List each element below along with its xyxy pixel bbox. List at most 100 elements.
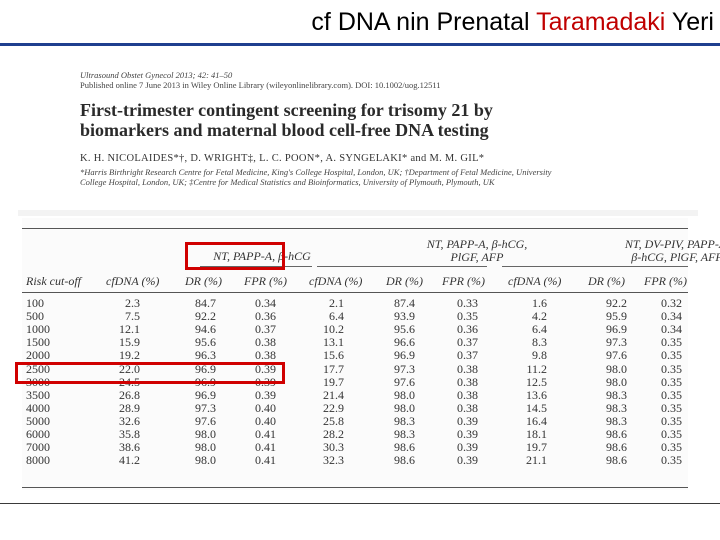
table-cell: 98.3 xyxy=(394,413,415,428)
table-cell: 0.41 xyxy=(255,427,276,441)
table-cell: 0.36 xyxy=(457,322,478,337)
table-cell: 18.1 xyxy=(526,427,547,441)
table-cell: 98.0 xyxy=(394,400,415,415)
table-cell: 97.6 xyxy=(394,374,415,389)
table-cell: 98.6 xyxy=(606,427,627,441)
table-cell: 0.39 xyxy=(255,361,276,376)
table-cell: 32.6 xyxy=(119,413,140,428)
group-1-underline xyxy=(200,266,312,267)
table-cell: 0.38 xyxy=(255,348,276,363)
highlight-box-header xyxy=(185,242,285,270)
image-crop-divider xyxy=(18,210,698,216)
table-cell: 15.6 xyxy=(323,348,344,363)
cell-risk-cutoff: 100 xyxy=(26,296,44,310)
table-top-rule xyxy=(22,228,688,229)
table-cell: 0.38 xyxy=(457,361,478,376)
slide-title-part2: Yeri xyxy=(665,8,714,36)
table-cell: 92.2 xyxy=(195,309,216,324)
table-row: 3500 26.8 96.9 0.39 21.4 98.0 0.38 13.6 98.3 0.35 xyxy=(22,389,688,401)
table-cell: 0.35 xyxy=(661,400,682,415)
table-row: 1000 12.1 94.6 0.37 10.2 95.6 0.36 6.4 96.9 0.34 xyxy=(22,323,688,335)
group-header-3: NT, DV-PIV, PAPP-A, β-hCG, PlGF, AFP xyxy=(612,238,720,264)
cell-risk-cutoff: 8000 xyxy=(26,453,50,468)
table-cell: 0.39 xyxy=(457,453,478,468)
table-cell: 87.4 xyxy=(394,296,415,310)
table-cell: 98.0 xyxy=(606,361,627,376)
header-cfdna-2: cfDNA (%) xyxy=(309,274,363,288)
table-cell: 0.38 xyxy=(457,374,478,389)
header-dr-2: DR (%) xyxy=(386,274,423,288)
table-cell: 94.6 xyxy=(195,322,216,337)
table-cell: 0.39 xyxy=(457,413,478,428)
table-cell: 0.36 xyxy=(255,309,276,324)
table-cell: 28.2 xyxy=(323,427,344,441)
table-cell: 97.3 xyxy=(195,400,216,415)
table-cell: 25.8 xyxy=(323,413,344,428)
table-cell: 0.33 xyxy=(457,296,478,310)
table-cell: 12.1 xyxy=(119,322,140,337)
table-cell: 7.5 xyxy=(125,309,140,324)
table-cell: 0.39 xyxy=(457,440,478,455)
cell-risk-cutoff: 500 xyxy=(26,309,44,324)
table-row: 7000 38.6 98.0 0.41 30.3 98.6 0.39 19.7 98.6 0.35 xyxy=(22,441,688,453)
group-header-2-line1: NT, PAPP-A, β-hCG, xyxy=(426,237,528,251)
cell-risk-cutoff: 4000 xyxy=(26,400,50,415)
table-cell: 98.0 xyxy=(394,387,415,402)
table-cell: 92.2 xyxy=(606,296,627,310)
highlight-box-row-2500 xyxy=(15,362,285,384)
table-cell: 0.39 xyxy=(457,427,478,441)
table-cell: 98.0 xyxy=(195,440,216,455)
results-table: NT, PAPP-A, β-hCG NT, PAPP-A, β-hCG, PlG… xyxy=(22,218,720,490)
table-cell: 95.6 xyxy=(195,335,216,350)
table-row: 1500 15.9 95.6 0.38 13.1 96.6 0.37 8.3 97.3 0.35 xyxy=(22,336,688,348)
table-row: 4000 28.9 97.3 0.40 22.9 98.0 0.38 14.5 98.3 0.35 xyxy=(22,402,688,414)
table-cell: 2.1 xyxy=(329,296,344,310)
table-cell: 98.6 xyxy=(394,440,415,455)
table-cell: 32.3 xyxy=(323,453,344,468)
table-cell: 0.35 xyxy=(661,427,682,441)
table-cell: 0.41 xyxy=(255,453,276,468)
table-cell: 96.9 xyxy=(195,361,216,376)
group-header-3-line2: β-hCG, PlGF, AFP xyxy=(631,250,720,264)
group-3-underline xyxy=(502,266,688,267)
table-cell: 13.1 xyxy=(323,335,344,350)
paper-title-line1: First-trimester contingent screening for… xyxy=(80,100,493,120)
table-cell: 96.9 xyxy=(195,387,216,402)
group-header-3-line1: NT, DV-PIV, PAPP-A, xyxy=(624,237,720,251)
cell-risk-cutoff: 1000 xyxy=(26,322,50,337)
slide-header: cf DNA nin Prenatal Taramadaki Yeri xyxy=(0,0,720,46)
table-cell: 98.6 xyxy=(606,440,627,455)
slide-bottom-line xyxy=(0,503,720,504)
table-cell: 93.9 xyxy=(394,309,415,324)
table-row: 6000 35.8 98.0 0.41 28.2 98.3 0.39 18.1 98.6 0.35 xyxy=(22,428,688,440)
cell-risk-cutoff: 6000 xyxy=(26,427,50,441)
paper-published-line: Published online 7 June 2013 in Wiley On… xyxy=(80,80,441,90)
header-fpr-2: FPR (%) xyxy=(442,274,485,288)
table-cell: 0.40 xyxy=(255,413,276,428)
table-cell: 0.35 xyxy=(661,387,682,402)
table-cell: 96.3 xyxy=(195,348,216,363)
table-cell: 0.35 xyxy=(661,453,682,468)
table-cell: 0.39 xyxy=(255,387,276,402)
table-cell: 0.41 xyxy=(255,440,276,455)
group-header-1: NT, PAPP-A, β-hCG xyxy=(202,250,322,263)
table-cell: 19.2 xyxy=(119,348,140,363)
group-2-underline xyxy=(317,266,487,267)
table-cell: 12.5 xyxy=(526,374,547,389)
table-cell: 95.6 xyxy=(394,322,415,337)
table-cell: 6.4 xyxy=(532,322,547,337)
table-cell: 98.0 xyxy=(606,374,627,389)
table-cell: 96.9 xyxy=(606,322,627,337)
table-cell: 13.6 xyxy=(526,387,547,402)
table-cell: 41.2 xyxy=(119,453,140,468)
affiliation-line2: College Hospital, London, UK; ‡Centre fo… xyxy=(80,177,495,187)
table-row: 2000 19.2 96.3 0.38 15.6 96.9 0.37 9.8 97.6 0.35 xyxy=(22,349,688,361)
table-cell: 22.9 xyxy=(323,400,344,415)
table-cell: 8.3 xyxy=(532,335,547,350)
cell-risk-cutoff: 3500 xyxy=(26,387,50,402)
table-cell: 0.35 xyxy=(661,440,682,455)
table-cell: 21.4 xyxy=(323,387,344,402)
table-cell: 10.2 xyxy=(323,322,344,337)
group-header-2: NT, PAPP-A, β-hCG, PlGF, AFP xyxy=(414,238,540,264)
table-cell: 0.37 xyxy=(457,348,478,363)
